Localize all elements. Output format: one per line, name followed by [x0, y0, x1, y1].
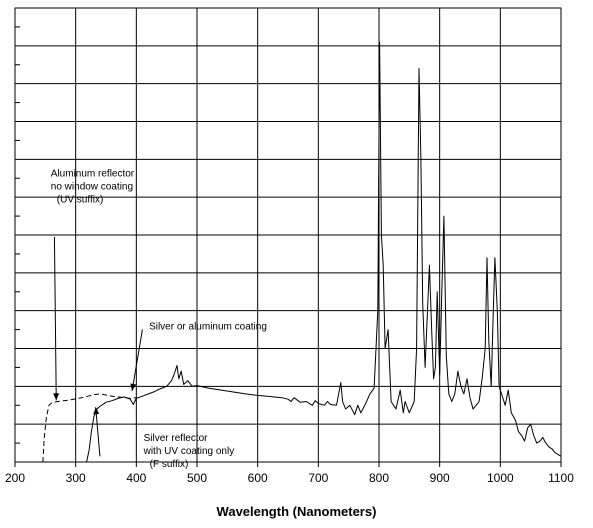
plot-frame [14, 7, 562, 463]
x-tick-label: 300 [66, 471, 86, 485]
annotation-arrow-line [53, 236, 57, 401]
x-tick-label: 800 [369, 471, 389, 485]
annotation-arrowhead [130, 383, 137, 391]
annotation-arrowhead [93, 407, 100, 415]
annotation-arrow-line [131, 329, 143, 391]
x-tick-label: 900 [430, 471, 450, 485]
annotation-text: Silver or aluminum coating [149, 322, 267, 333]
annotation-arrowhead [53, 393, 60, 401]
annotation-text: Silver reflector [144, 433, 209, 444]
x-tick-label: 1000 [487, 471, 514, 485]
annotation-text: with UV coating only [143, 446, 235, 457]
x-tick-label: 700 [308, 471, 328, 485]
x-tick-label: 400 [126, 471, 146, 485]
series-line-dashed [42, 393, 137, 463]
x-tick-label: 200 [5, 471, 25, 485]
x-tick-label: 1100 [548, 471, 574, 485]
x-axis-label: Wavelength (Nanometers) [216, 504, 377, 519]
annotation-text: Aluminum reflector [51, 168, 135, 179]
grid [14, 8, 562, 462]
series-group [42, 41, 562, 463]
x-axis: 200 300 400 500 600 700 800 900 1000 1100 [5, 462, 574, 485]
annotation-arrow-line [95, 407, 101, 457]
annotations-group: Aluminum reflector no window coating (UV s… [51, 168, 267, 470]
x-tick-label: 500 [187, 471, 207, 485]
x-tick-label: 600 [248, 471, 268, 485]
annotation-text: no window coating [51, 181, 133, 192]
annotation-text: (F suffix) [150, 459, 189, 470]
annotation-text: (UV suffix) [57, 194, 104, 205]
series-line-solid [86, 41, 562, 463]
